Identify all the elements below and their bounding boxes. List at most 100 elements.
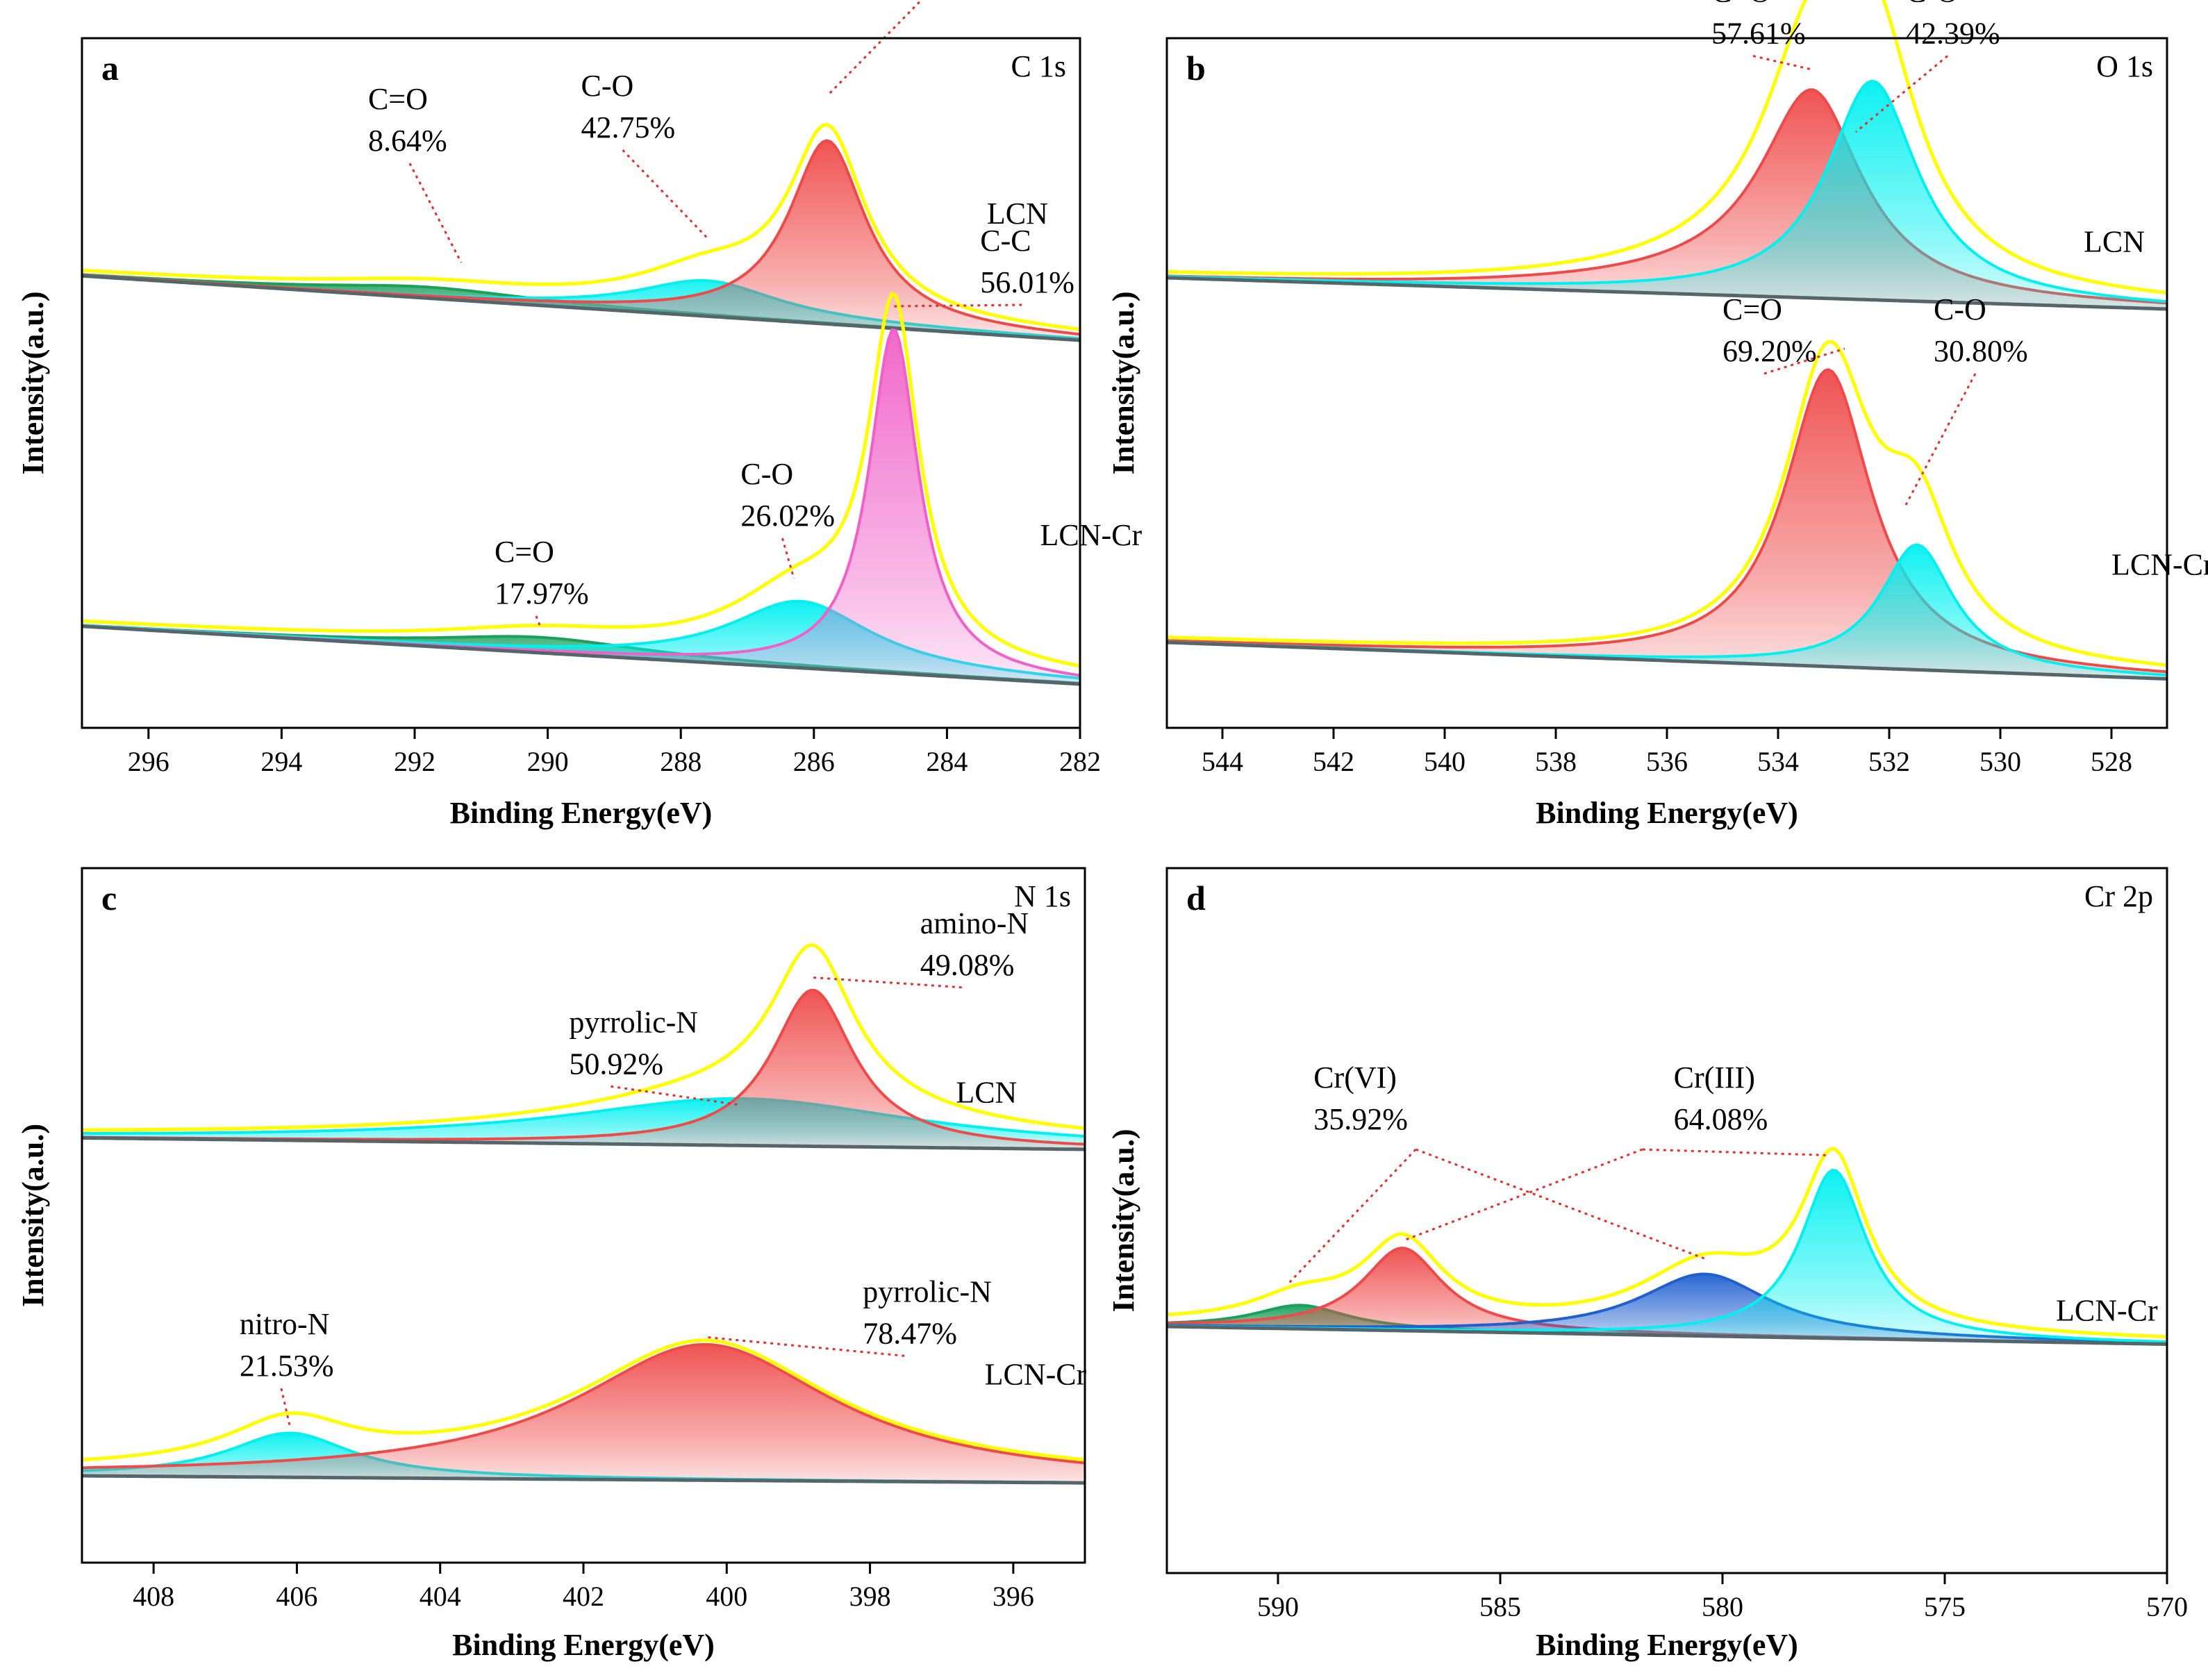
x-axis-title: Binding Energy(eV) (452, 1628, 715, 1662)
curve-lcn: C=O8.64%C-O42.75%C-C48.61%LCN (81, 0, 1081, 342)
panel-letter: d (1186, 879, 1206, 917)
peak-outline (81, 1342, 1086, 1470)
peak-c-o (1167, 81, 2167, 309)
peak-label: C=O 17.97% (495, 535, 589, 610)
x-tick-label: 292 (394, 746, 435, 777)
sample-name: LCN (2084, 225, 2145, 259)
leader-line (1642, 1148, 1829, 1156)
sample-name: LCN (987, 197, 1048, 231)
background-line (1166, 276, 2168, 311)
background-line (81, 274, 1081, 342)
x-tick-label: 575 (1924, 1591, 1966, 1622)
background-line (1166, 1324, 2168, 1346)
x-tick-label: 406 (276, 1581, 317, 1612)
y-axis-title: Intensity(a.u.) (1106, 1129, 1140, 1312)
x-tick-label: 284 (926, 746, 968, 777)
peak-c-c (82, 140, 1080, 340)
axes-frame (81, 37, 1081, 729)
panel-b: C=O57.61% C-O42.39% LCN C=O69.20% C-O30.80% L… (1106, 0, 2208, 830)
leader-line (781, 538, 795, 579)
x-tick-label: 585 (1479, 1591, 1521, 1622)
region-label: C 1s (1011, 49, 1066, 83)
peak-c-o (1167, 544, 2167, 679)
peak-label: Cr(III) 64.08% (1674, 1061, 1768, 1136)
sample-name: LCN-Cr (985, 1357, 1087, 1391)
x-tick-label: 544 (1202, 746, 1243, 777)
x-tick-label: 534 (1757, 746, 1799, 777)
curve-lcn: C=O57.61% C-O42.39% LCN (1166, 0, 2168, 311)
x-tick-label: 402 (563, 1581, 604, 1612)
leader-line (408, 163, 463, 263)
region-label: Cr 2p (2084, 879, 2153, 913)
x-tick-label: 528 (2091, 746, 2132, 777)
peak-cr-vi- (1167, 1248, 2167, 1345)
x-axis-title: Binding Energy(eV) (450, 796, 713, 830)
x-tick-label: 398 (849, 1581, 891, 1612)
panel-c: pyrrolic-N 50.92% amino-N 49.08% LCN nitro-N 2… (16, 867, 1087, 1662)
x-tick-label: 540 (1424, 746, 1466, 777)
x-tick-label: 288 (660, 746, 702, 777)
leader-line (1752, 55, 1812, 71)
envelope-line (1166, 0, 2168, 295)
x-tick-label: 286 (793, 746, 835, 777)
x-tick-label: 570 (2146, 1591, 2188, 1622)
leader-line (1855, 55, 1948, 133)
x-axis-title: Binding Energy(eV) (1536, 796, 1798, 830)
envelope-line (81, 1338, 1086, 1462)
x-tick-label: 536 (1646, 746, 1688, 777)
x-axis-title: Binding Energy(eV) (1536, 1628, 1798, 1662)
peak-pyrrolic-n (82, 1344, 1085, 1483)
curve-lcn-cr: nitro-N 21.53% pyrrolic-N 78.47% LCN-Cr (81, 1274, 1087, 1485)
peak-label: pyrrolic-N 78.47% (863, 1274, 992, 1350)
curve-lcn-cr: Cr(VI) 35.92% Cr(III) 64.08% LCN-Cr (1166, 1061, 2168, 1346)
x-tick-label: 290 (527, 746, 569, 777)
y-axis-title: Intensity(a.u.) (1106, 291, 1140, 474)
background-line (82, 1474, 1085, 1485)
sample-name: LCN-Cr (2111, 548, 2208, 582)
peak-c-c (82, 330, 1080, 684)
x-tick-label: 542 (1313, 746, 1354, 777)
y-axis-title: Intensity(a.u.) (16, 291, 50, 474)
background-line (1166, 640, 2168, 681)
background-line (81, 1136, 1086, 1151)
x-tick-label: 282 (1059, 746, 1101, 777)
x-tick-label: 400 (706, 1581, 747, 1612)
panel-a: C=O8.64%C-O42.75%C-C48.61%LCNC=O17.97%C-… (16, 0, 1143, 830)
x-tick-label: 294 (260, 746, 302, 777)
x-tick-label: 408 (133, 1581, 174, 1612)
peak-outline (1166, 79, 2168, 303)
leader-line (705, 1336, 905, 1357)
sample-name: LCN-Cr (1040, 518, 1143, 552)
x-tick-label: 296 (128, 746, 169, 777)
x-tick-label: 590 (1257, 1591, 1299, 1622)
envelope-line (81, 122, 1081, 331)
sample-name: LCN (956, 1076, 1017, 1110)
panel-d: Cr(VI) 35.92% Cr(III) 64.08% LCN-Cr 590 585 580… (1106, 867, 2188, 1662)
region-label: N 1s (1014, 879, 1071, 913)
peak-label: amino-N 49.08% (920, 906, 1029, 982)
leader-line (1763, 347, 1845, 375)
curve-lcn-cr: C=O 69.20% C-O 30.80% LCN-Cr (1166, 292, 2208, 681)
curve-lcn: pyrrolic-N 50.92% amino-N 49.08% LCN (81, 906, 1086, 1151)
leader-line (1904, 373, 1977, 506)
leader-line (611, 1085, 742, 1106)
peak-label: C-O 26.02% (740, 457, 835, 533)
peak-label: C=O 8.64% (368, 82, 447, 158)
x-tick-label: 396 (993, 1581, 1034, 1612)
leader-line (280, 1388, 291, 1427)
x-tick-label: 580 (1702, 1591, 1743, 1622)
panel-letter: c (101, 879, 117, 917)
panel-letter: b (1186, 49, 1206, 88)
peak-label: C=O 69.20% (1723, 292, 1817, 368)
x-tick-label: 530 (1979, 746, 2021, 777)
peak-label: C-O 30.80% (1934, 292, 2028, 368)
leader-line (1415, 1148, 1705, 1260)
leader-line (826, 0, 923, 97)
peak-label: C-O 42.75% (581, 69, 676, 144)
leader-line (535, 615, 542, 629)
panel-letter: a (101, 49, 119, 88)
axes-frame (1165, 867, 2168, 1574)
region-label: O 1s (2096, 49, 2153, 83)
peak-amino-n (82, 990, 1085, 1149)
